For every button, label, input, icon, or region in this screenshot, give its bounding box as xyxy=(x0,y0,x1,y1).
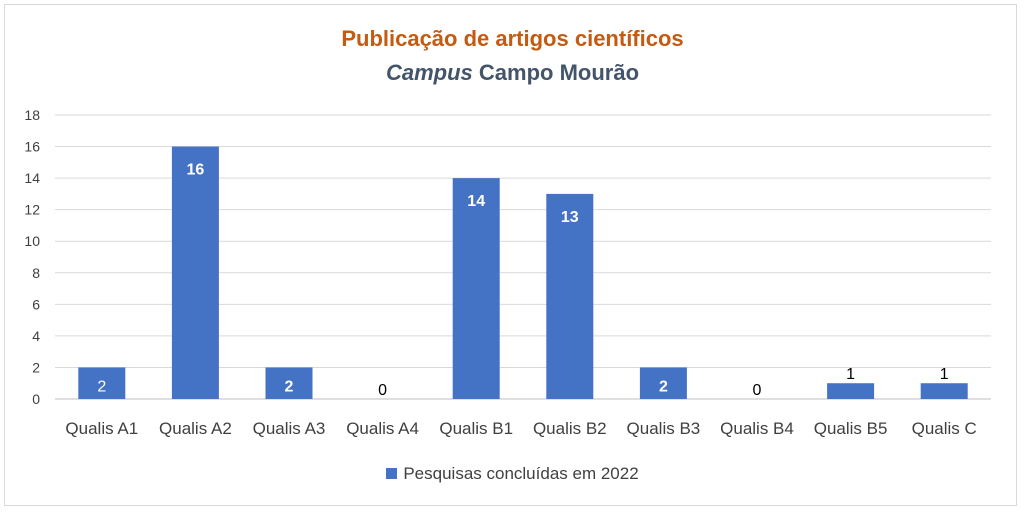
x-tick-label: Qualis B5 xyxy=(814,419,888,438)
y-tick-label: 0 xyxy=(32,391,40,407)
data-label: 0 xyxy=(378,382,387,399)
bar xyxy=(265,367,313,399)
bar xyxy=(452,178,500,399)
y-tick-label: 8 xyxy=(32,265,40,281)
y-tick-label: 6 xyxy=(32,296,40,312)
bar xyxy=(920,383,968,399)
y-tick-label: 14 xyxy=(24,170,40,186)
chart-subtitle-rest: Campo Mourão xyxy=(478,60,640,85)
bar xyxy=(171,146,219,399)
data-label: 1 xyxy=(846,366,855,383)
bar xyxy=(827,383,875,399)
x-tick-label: Qualis B1 xyxy=(439,419,513,438)
legend-swatch xyxy=(386,468,398,479)
data-label: 2 xyxy=(285,378,294,395)
y-tick-label: 4 xyxy=(32,328,40,344)
y-tick-label: 12 xyxy=(24,202,40,218)
x-tick-label: Qualis A1 xyxy=(65,419,138,438)
legend: Pesquisas concluídas em 2022 xyxy=(0,464,1025,484)
data-label: 14 xyxy=(467,193,485,210)
bar xyxy=(546,193,594,399)
data-label: 0 xyxy=(753,382,762,399)
chart-subtitle: Campus Campo Mourão xyxy=(0,60,1025,86)
x-tick-label: Qualis B2 xyxy=(533,419,607,438)
x-tick-label: Qualis B4 xyxy=(720,419,794,438)
data-label: 1 xyxy=(940,366,949,383)
data-label: 13 xyxy=(561,209,579,226)
y-tick-label: 2 xyxy=(32,359,40,375)
y-tick-label: 10 xyxy=(24,233,40,249)
x-tick-label: Qualis C xyxy=(912,419,977,438)
bar xyxy=(639,367,687,399)
data-label: 2 xyxy=(659,378,668,395)
x-tick-label: Qualis B3 xyxy=(627,419,701,438)
bar xyxy=(78,367,126,399)
chart-subtitle-italic: Campus xyxy=(385,60,473,85)
x-tick-label: Qualis A3 xyxy=(253,419,326,438)
data-label: 16 xyxy=(187,162,205,179)
legend-label: Pesquisas concluídas em 2022 xyxy=(403,464,639,483)
y-tick-label: 16 xyxy=(24,139,40,155)
chart-title: Publicação de artigos científicos xyxy=(341,26,684,51)
x-tick-label: Qualis A4 xyxy=(346,419,419,438)
x-tick-label: Qualis A2 xyxy=(159,419,232,438)
data-label: 2 xyxy=(97,378,106,395)
y-tick-label: 18 xyxy=(24,107,40,123)
